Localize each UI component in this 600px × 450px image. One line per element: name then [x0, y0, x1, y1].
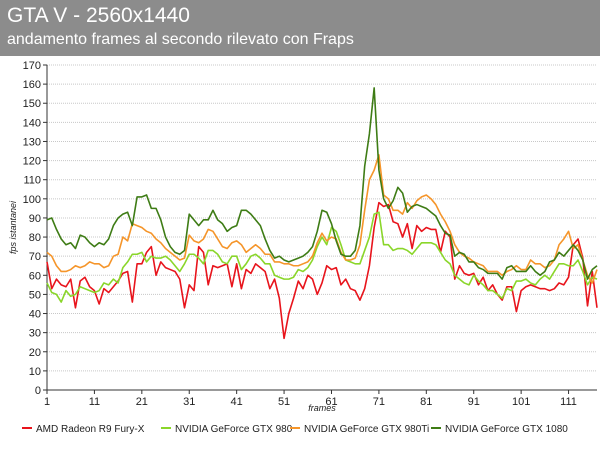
x-tick-label: 51 — [278, 396, 290, 408]
legend-label-2: NVIDIA GeForce GTX 980 — [175, 424, 293, 435]
y-tick-label: 140 — [23, 117, 41, 129]
chart-title: GTA V - 2560x1440 — [7, 4, 190, 27]
legend-label-3: NVIDIA GeForce GTX 980Ti — [304, 424, 429, 435]
y-tick-label: 160 — [23, 79, 41, 91]
y-tick-label: 170 — [23, 60, 41, 72]
x-tick-label: 101 — [512, 396, 530, 408]
y-tick-label: 20 — [29, 347, 41, 359]
y-tick-label: 50 — [29, 289, 41, 301]
x-tick-label: 1 — [44, 396, 50, 408]
y-tick-label: 0 — [35, 385, 41, 397]
x-tick-label: 61 — [325, 396, 337, 408]
y-tick-label: 110 — [23, 175, 41, 187]
y-tick-label: 120 — [23, 156, 41, 168]
chart-subtitle: andamento frames al secondo rilevato con… — [7, 31, 354, 48]
legend-label-4: NVIDIA GeForce GTX 1080 — [445, 424, 568, 435]
y-tick-label: 30 — [29, 328, 41, 340]
y-axis-label: fps istantanei — [8, 200, 18, 254]
x-tick-label: 21 — [136, 396, 148, 408]
x-tick-label: 31 — [183, 396, 195, 408]
x-tick-label: 91 — [468, 396, 480, 408]
x-tick-label: 111 — [560, 396, 577, 408]
x-tick-label: 41 — [231, 396, 243, 408]
y-tick-label: 70 — [29, 251, 41, 263]
x-tick-label: 71 — [373, 396, 385, 408]
y-tick-label: 90 — [29, 213, 41, 225]
x-tick-label: 81 — [420, 396, 432, 408]
legend-label-1: AMD Radeon R9 Fury-X — [36, 424, 145, 435]
y-tick-label: 80 — [29, 232, 41, 244]
chart-header: GTA V - 2560x1440 andamento frames al se… — [0, 0, 600, 56]
series-line-2 — [46, 211, 598, 303]
plot-area — [47, 65, 597, 390]
y-tick-label: 150 — [23, 98, 41, 110]
y-tick-label: 100 — [23, 194, 41, 206]
y-tick-label: 60 — [29, 270, 41, 282]
x-tick-label: 11 — [89, 396, 100, 408]
y-tick-label: 130 — [23, 136, 41, 148]
series-line-4 — [46, 87, 598, 280]
y-tick-label: 40 — [29, 309, 41, 321]
y-tick-label: 10 — [29, 366, 41, 378]
x-axis-label: frames — [308, 403, 336, 413]
